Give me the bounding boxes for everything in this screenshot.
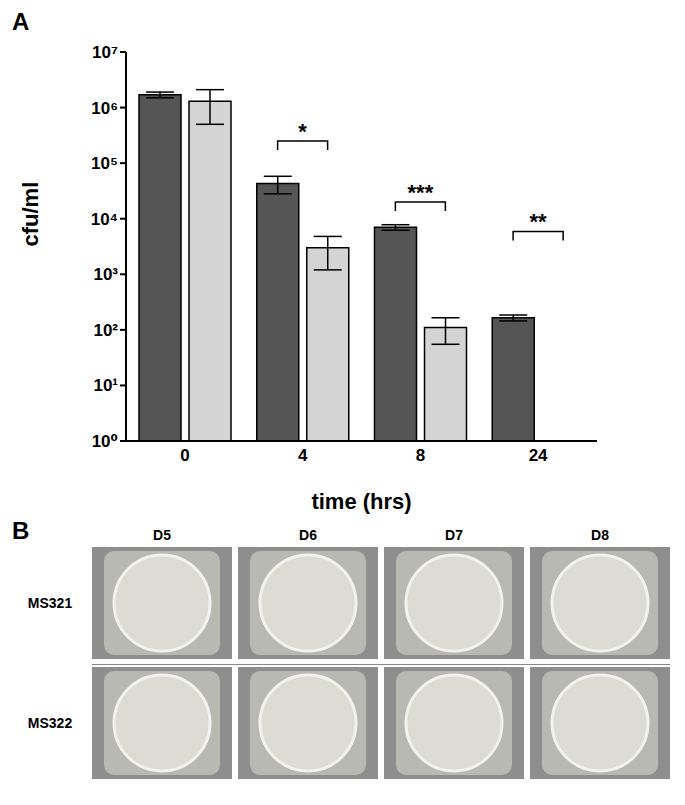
html-text:D6: D6 [299, 527, 317, 543]
svg-text:10³: 10³ [93, 265, 118, 284]
svg-text:10⁵: 10⁵ [91, 154, 118, 173]
html-text:D8: D8 [591, 527, 609, 543]
svg-text:10⁰: 10⁰ [92, 432, 118, 451]
svg-text:0: 0 [180, 446, 189, 465]
html-text:D7: D7 [445, 527, 463, 543]
svg-text:**: ** [530, 209, 548, 234]
svg-text:8: 8 [416, 446, 425, 465]
svg-text:10²: 10² [93, 321, 118, 340]
svg-text:10¹: 10¹ [93, 376, 118, 395]
svg-text:*: * [298, 119, 307, 144]
svg-text:24: 24 [529, 446, 548, 465]
svg-text:cfu/ml: cfu/ml [18, 182, 43, 247]
html-text:MS322: MS322 [27, 715, 73, 731]
html-text:B: B [12, 517, 30, 544]
svg-text:10⁷: 10⁷ [92, 43, 118, 62]
svg-text:10⁴: 10⁴ [91, 210, 118, 229]
html-text:D5: D5 [153, 527, 171, 543]
html-text:A: A [12, 8, 30, 35]
svg-text:10⁶: 10⁶ [91, 99, 118, 118]
svg-text:4: 4 [298, 446, 308, 465]
svg-text:***: *** [408, 180, 434, 205]
svg-text:time (hrs): time (hrs) [311, 489, 411, 514]
html-text:MS321: MS321 [27, 595, 73, 611]
